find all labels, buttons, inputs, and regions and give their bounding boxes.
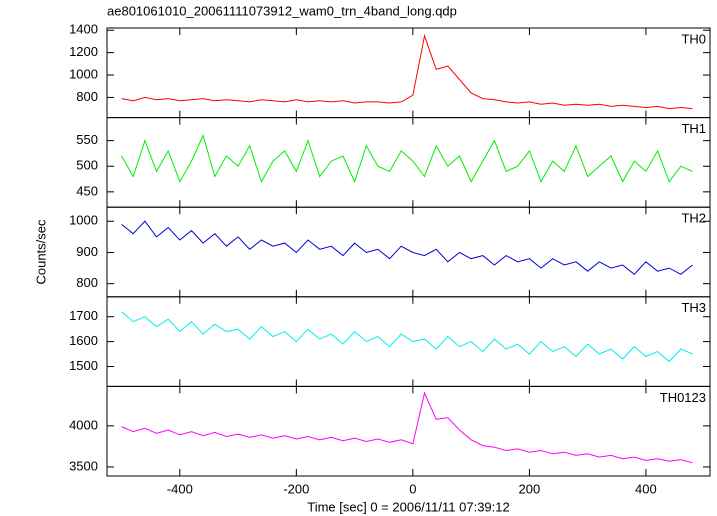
x-tick-label: -200 xyxy=(283,481,309,496)
panel-frame xyxy=(106,117,711,208)
y-tick-label: 800 xyxy=(76,89,98,104)
panel-frame xyxy=(106,206,711,298)
x-tick-label: -400 xyxy=(167,481,193,496)
panel-frame xyxy=(106,27,711,119)
y-tick-label: 1200 xyxy=(69,44,98,59)
legend-label: TH2 xyxy=(681,211,706,226)
y-tick-label: 1400 xyxy=(69,22,98,37)
y-tick-label: 1500 xyxy=(69,358,98,373)
x-tick-label: 400 xyxy=(635,481,657,496)
legend-label: TH0 xyxy=(681,31,706,46)
y-tick-label: 4000 xyxy=(69,417,98,432)
y-tick-label: 450 xyxy=(76,183,98,198)
y-tick-label: 3500 xyxy=(69,458,98,473)
legend-label: TH3 xyxy=(681,300,706,315)
x-axis-label: Time [sec] 0 = 2006/11/11 07:39:12 xyxy=(307,499,509,514)
series-line xyxy=(121,311,693,363)
legend-label: TH0123 xyxy=(660,390,706,405)
y-tick-label: 800 xyxy=(76,275,98,290)
legend-label: TH1 xyxy=(681,121,706,136)
chart-title: ae801061010_20061111073912_wam0_trn_4ban… xyxy=(107,3,457,18)
y-axis-label: Counts/sec xyxy=(33,219,48,285)
series-line xyxy=(121,220,693,275)
series-line xyxy=(121,33,693,110)
x-tick-label: 0 xyxy=(409,481,416,496)
x-tick-label: 200 xyxy=(519,481,541,496)
y-tick-label: 1700 xyxy=(69,308,98,323)
panel-frame xyxy=(106,385,711,477)
y-tick-label: 550 xyxy=(76,132,98,147)
y-tick-label: 1000 xyxy=(69,213,98,228)
y-tick-label: 1000 xyxy=(69,66,98,81)
series-line xyxy=(121,391,693,464)
panel-frame xyxy=(106,296,711,387)
y-tick-label: 500 xyxy=(76,158,98,173)
series-line xyxy=(121,134,693,183)
y-tick-label: 1600 xyxy=(69,333,98,348)
y-tick-label: 900 xyxy=(76,244,98,259)
